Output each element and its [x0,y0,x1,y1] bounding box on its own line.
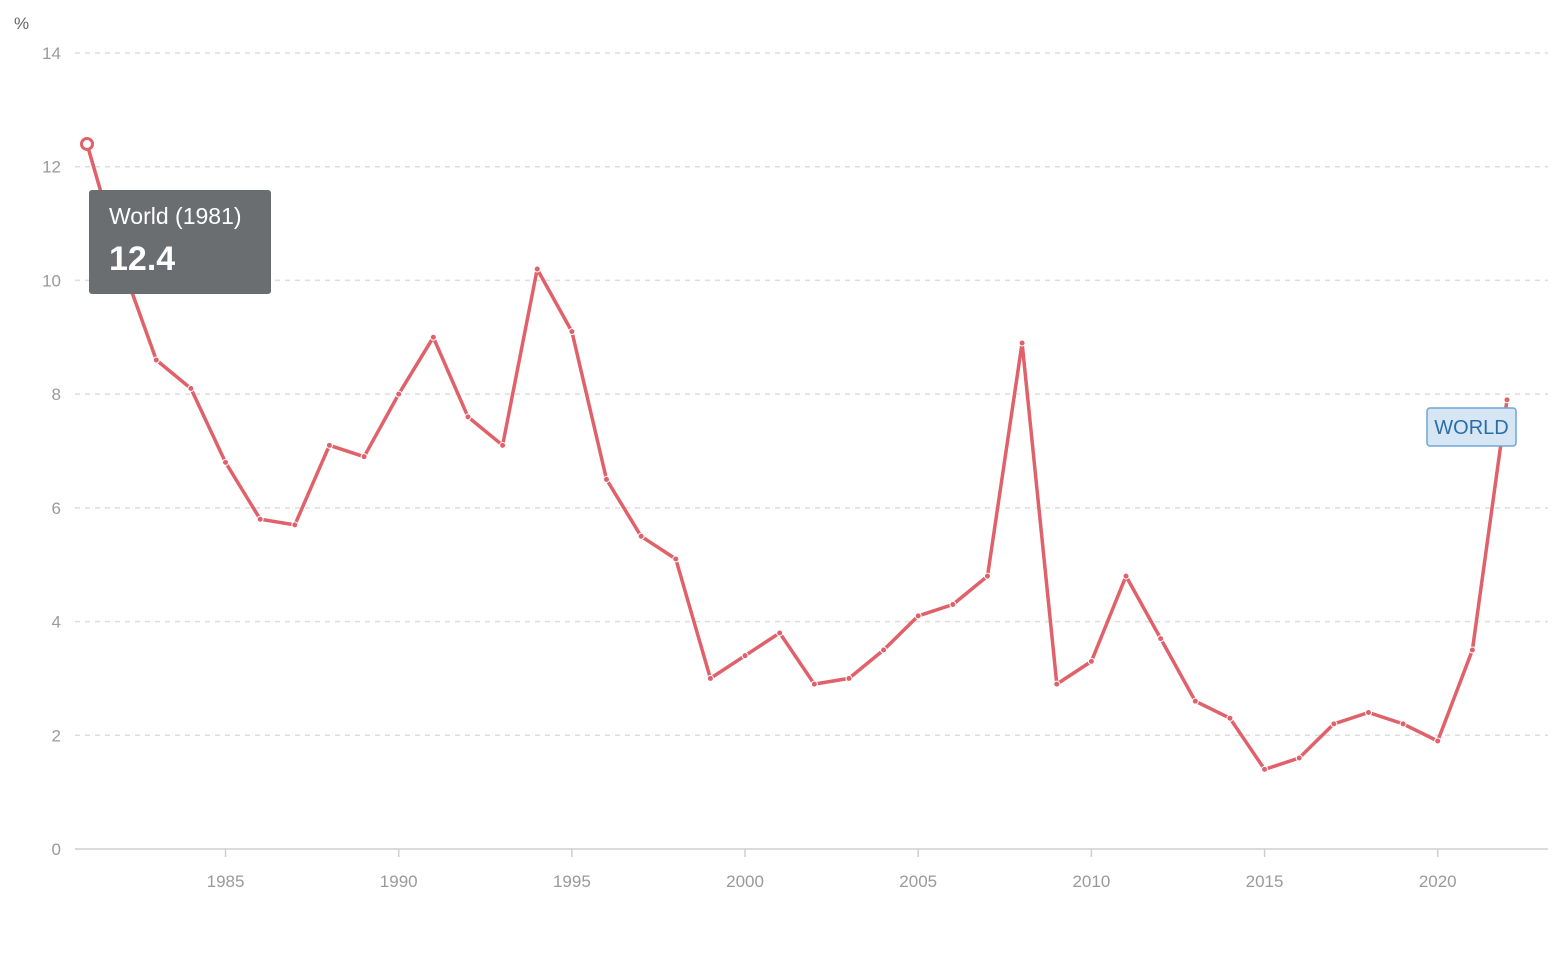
x-tick-label: 2020 [1419,872,1457,891]
data-point[interactable] [949,601,957,609]
data-point[interactable] [222,458,230,466]
y-tick-label: 8 [52,385,61,404]
x-tick-label: 1990 [380,872,418,891]
data-point[interactable] [325,441,333,449]
data-point[interactable] [914,612,922,620]
data-point[interactable] [360,453,368,461]
y-tick-label: 4 [52,613,61,632]
data-point[interactable] [1087,657,1095,665]
data-point[interactable] [1468,646,1476,654]
data-point[interactable] [672,555,680,563]
highlighted-data-point[interactable] [80,136,94,151]
data-point[interactable] [880,646,888,654]
y-tick-label: 2 [52,726,61,745]
data-point[interactable] [395,390,403,398]
data-point[interactable] [1295,754,1303,762]
x-tick-label: 1985 [207,872,245,891]
data-point[interactable] [1191,697,1199,705]
data-point[interactable] [429,333,437,341]
series-line[interactable] [85,142,1509,772]
series-layer [80,136,1511,773]
x-tick-label: 1995 [553,872,591,891]
data-point[interactable] [1503,396,1511,404]
y-tick-label: 0 [52,840,61,859]
data-point[interactable] [776,629,784,637]
data-point[interactable] [291,521,299,529]
data-point[interactable] [1018,339,1026,347]
data-point[interactable] [464,413,472,421]
data-point[interactable] [1122,572,1130,580]
data-point[interactable] [810,680,818,688]
data-point[interactable] [187,384,195,392]
series-label-tag[interactable]: WORLD [1426,407,1517,447]
data-point[interactable] [499,441,507,449]
data-point[interactable] [1261,765,1269,773]
y-tick-label: 10 [42,271,61,290]
series-label-text: WORLD [1434,417,1508,439]
data-point[interactable] [152,356,160,364]
data-point[interactable] [1434,737,1442,745]
data-point[interactable] [1399,720,1407,728]
data-point[interactable] [256,515,264,523]
data-point[interactable] [1330,720,1338,728]
grid-layer [75,52,1548,737]
data-point[interactable] [1226,714,1234,722]
x-tick-label: 2015 [1246,872,1284,891]
tooltip: World (1981) 12.4 [89,190,271,294]
y-tick-label: 14 [42,44,61,63]
data-point[interactable] [1053,680,1061,688]
data-point[interactable] [533,265,541,273]
x-tick-label: 2000 [726,872,764,891]
y-axis-unit-label: % [14,14,29,33]
x-tick-label: 2010 [1072,872,1110,891]
axis-layer: % 0 2 4 6 8 10 12 14 1985 1990 1995 2000 2005 2010 2015… [14,14,1548,891]
data-point[interactable] [741,652,749,660]
data-point[interactable] [1364,709,1372,717]
data-point[interactable] [637,532,645,540]
tooltip-box [89,190,271,294]
data-point[interactable] [603,475,611,483]
tooltip-title: World (1981) [109,203,242,229]
data-point[interactable] [568,328,576,336]
data-point[interactable] [983,572,991,580]
series-label-box[interactable] [1426,407,1517,447]
y-tick-label: 12 [42,158,61,177]
data-point[interactable] [1157,635,1165,643]
y-tick-label: 6 [52,499,61,518]
overlay-layer: World (1981) 12.4 WORLD [89,190,1517,447]
tooltip-value: 12.4 [109,240,175,278]
data-point[interactable] [706,674,714,682]
data-point[interactable] [845,674,853,682]
x-tick-label: 2005 [899,872,937,891]
